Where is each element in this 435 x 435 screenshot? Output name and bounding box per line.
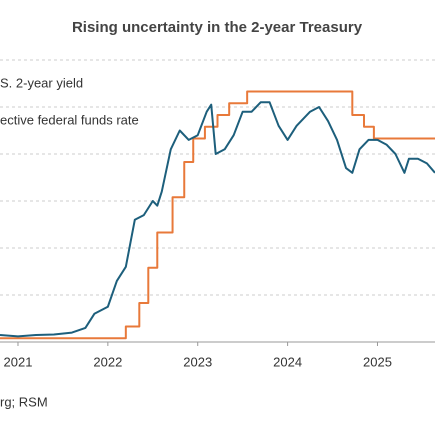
x-tick-label: 2022 <box>93 354 122 369</box>
source: rg; RSM <box>0 394 48 409</box>
chart-title: Rising uncertainty in the 2-year Treasur… <box>72 19 363 36</box>
legend-label: S. 2-year yield <box>0 75 83 90</box>
legend-label: ective federal funds rate <box>0 112 139 127</box>
x-tick-label: 2025 <box>363 354 392 369</box>
x-tick-label: 2021 <box>4 354 33 369</box>
x-tick-label: 2023 <box>183 354 212 369</box>
series-line <box>0 101 435 338</box>
series-line <box>0 90 435 340</box>
x-tick-label: 2024 <box>273 354 302 369</box>
